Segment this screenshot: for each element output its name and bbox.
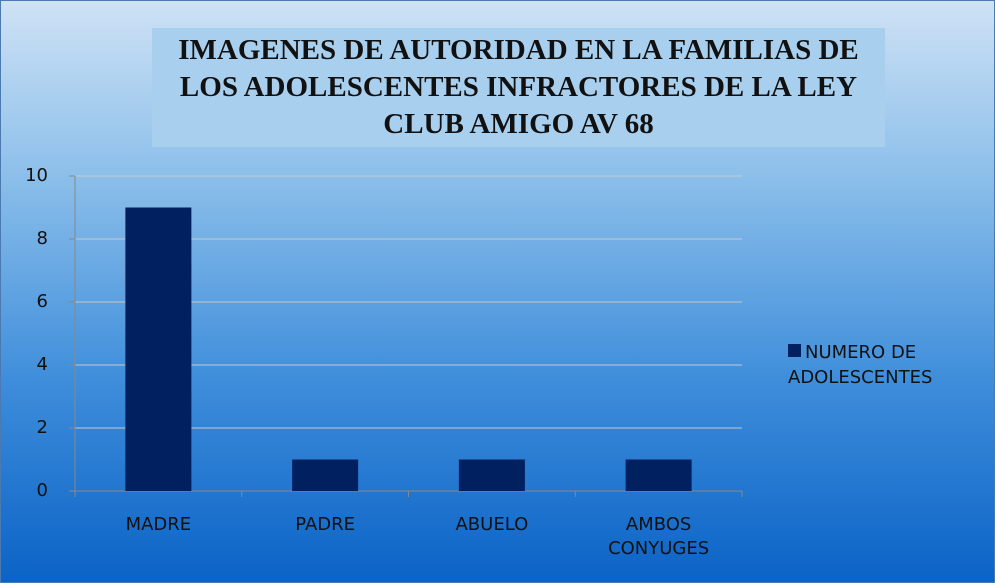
y-tick-label: 2 (37, 417, 48, 438)
y-tick-label: 4 (37, 354, 48, 375)
y-tick-label: 8 (37, 228, 48, 249)
x-tick-label: MADRE (125, 514, 192, 535)
y-tick-label: 6 (37, 291, 48, 312)
bar (458, 459, 525, 491)
x-tick-label: ABUELO (455, 514, 529, 535)
x-tick-label: AMBOS CONYUGES (608, 514, 710, 559)
y-tick-label: 10 (25, 165, 48, 186)
bar (292, 459, 359, 491)
bar (125, 207, 192, 491)
x-tick-label: PADRE (295, 514, 355, 535)
bar (625, 459, 692, 491)
chart-title: IMAGENES DE AUTORIDAD EN LA FAMILIAS DE … (152, 28, 885, 147)
y-tick-label: 0 (37, 480, 48, 501)
legend-label: NUMERO DE ADOLESCENTES (788, 342, 933, 388)
legend: NUMERO DE ADOLESCENTES (788, 340, 988, 390)
legend-swatch (788, 344, 801, 357)
